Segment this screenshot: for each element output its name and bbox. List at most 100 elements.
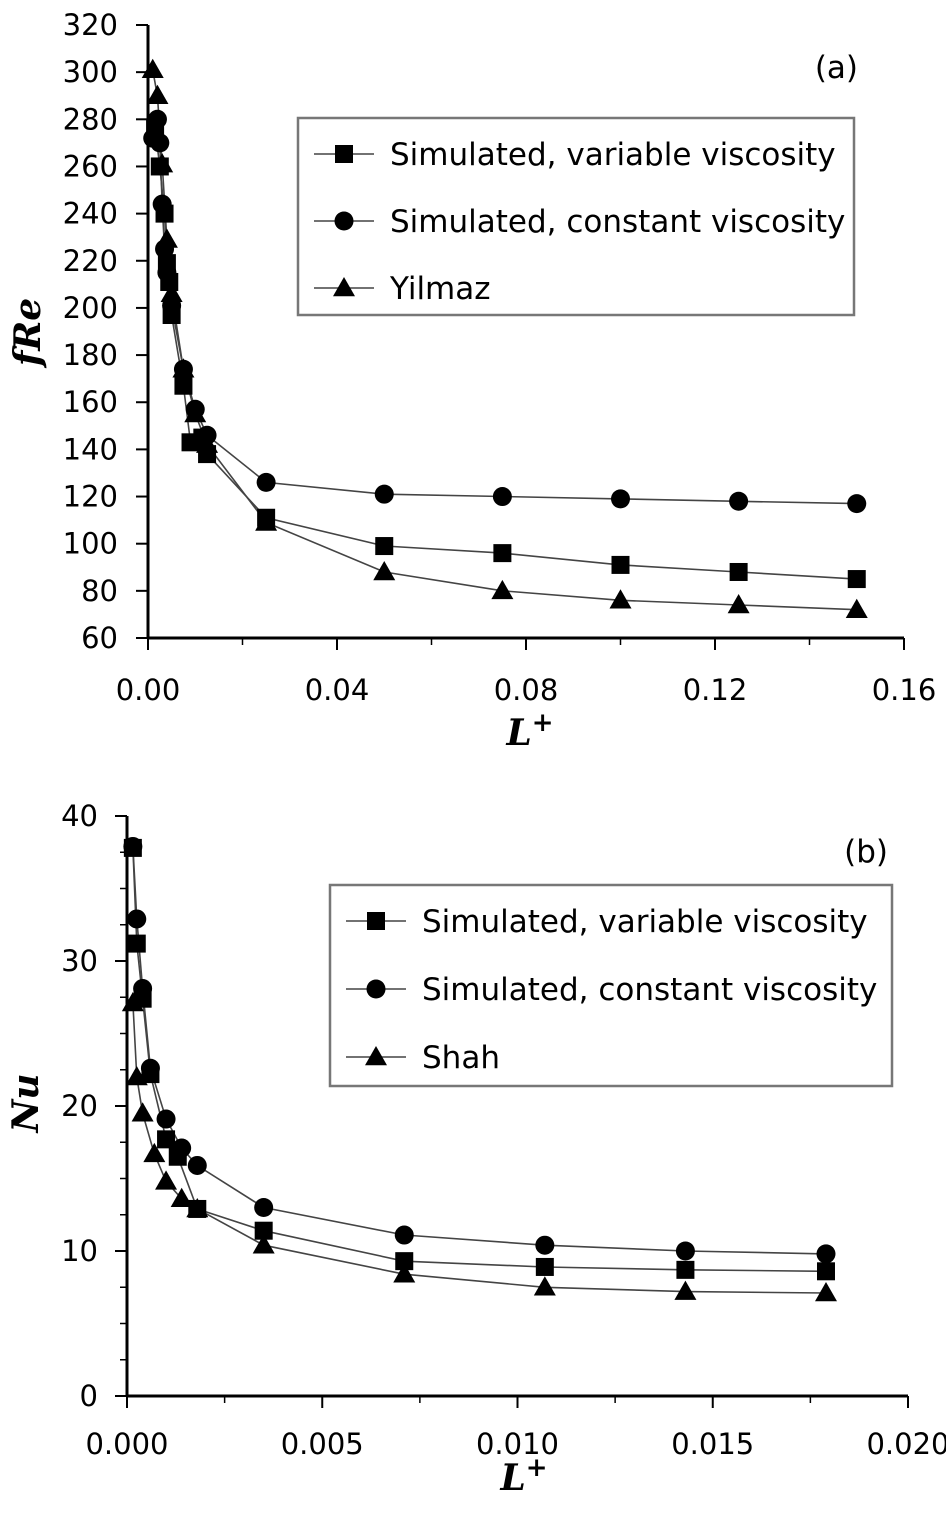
data-point-square (375, 537, 394, 556)
data-point-triangle (393, 1263, 416, 1283)
data-point-triangle (141, 58, 164, 79)
y-tick-label: 240 (63, 197, 118, 231)
data-point-square (847, 570, 866, 589)
data-point-circle (187, 1155, 207, 1175)
data-point-triangle (155, 228, 178, 248)
data-point-circle (816, 1244, 836, 1264)
data-point-triangle (196, 433, 219, 453)
y-tick-label: 40 (61, 799, 98, 833)
data-point-square (729, 562, 748, 581)
legend-marker-square (367, 912, 385, 930)
y-axis-title: Nu (5, 1073, 47, 1133)
data-point-triangle (143, 1142, 166, 1163)
x-tick-label: 0.12 (683, 673, 748, 707)
data-point-circle (729, 491, 749, 511)
data-point-circle (535, 1235, 555, 1255)
x-tick-label: 0.00 (116, 673, 181, 707)
y-tick-label: 0 (80, 1379, 98, 1413)
data-point-circle (172, 1138, 192, 1158)
y-tick-label: 200 (63, 291, 118, 325)
data-point-circle (254, 1198, 274, 1217)
data-point-triangle (609, 589, 632, 609)
data-point-square (816, 1262, 835, 1281)
data-point-square (174, 376, 193, 395)
data-point-triangle (131, 1102, 154, 1122)
data-point-circle (156, 1109, 176, 1129)
data-point-square (611, 555, 630, 574)
x-tick-label: 0.16 (872, 673, 937, 707)
data-point-triangle (252, 1234, 275, 1254)
data-point-triangle (674, 1280, 697, 1300)
y-tick-label: 260 (63, 149, 118, 183)
data-point-circle (374, 484, 394, 504)
data-point-circle (150, 133, 170, 153)
data-point-circle (675, 1241, 695, 1261)
data-point-triangle (155, 1170, 178, 1190)
data-point-circle (127, 909, 147, 929)
data-point-square (395, 1252, 414, 1271)
y-tick-label: 120 (63, 480, 118, 514)
data-point-triangle (727, 593, 750, 614)
data-point-triangle (125, 1066, 148, 1086)
legend-box (296, 116, 856, 317)
panel-label: (b) (844, 834, 888, 870)
x-axis-title: L+ (499, 1453, 547, 1499)
legend-marker-triangle (333, 277, 355, 297)
data-point-triangle (186, 1197, 209, 1218)
data-point-circle (611, 489, 630, 509)
data-point-triangle (814, 1282, 837, 1302)
x-tick-label: 0.015 (671, 1427, 754, 1461)
x-tick-label: 0.005 (281, 1427, 364, 1461)
data-point-triangle (184, 403, 207, 423)
data-point-triangle (146, 84, 169, 104)
data-point-circle (133, 979, 153, 999)
y-tick-label: 80 (81, 574, 118, 608)
data-point-triangle (255, 511, 278, 531)
data-point-triangle (845, 598, 868, 618)
data-point-triangle (151, 153, 174, 173)
x-tick-label: 0.08 (494, 673, 559, 707)
legend-label: Simulated, variable viscosity (422, 904, 868, 940)
y-tick-label: 60 (81, 621, 118, 655)
legend-box (328, 883, 894, 1088)
y-tick-label: 140 (63, 432, 118, 466)
y-tick-label: 20 (61, 1089, 98, 1123)
data-point-square (535, 1257, 554, 1276)
legend-label: Yilmaz (389, 271, 491, 307)
y-tick-label: 10 (61, 1234, 98, 1268)
y-tick-label: 220 (63, 244, 118, 278)
data-point-triangle (170, 1187, 193, 1208)
data-point-circle (157, 263, 177, 283)
chart-panel-a: 0.00 0.04 0.08 0.12 0.16 60 80 100 120 140 160 180 2… (7, 8, 936, 754)
x-axis-title: L+ (505, 708, 553, 754)
data-point-triangle (373, 560, 396, 581)
data-point-square (127, 934, 146, 953)
legend-marker-square (335, 145, 353, 163)
x-tick-label: 0.020 (866, 1427, 946, 1461)
legend-marker-circle (366, 979, 386, 999)
y-tick-label: 100 (63, 527, 118, 561)
y-tick-label: 30 (61, 944, 98, 978)
data-point-square (493, 544, 512, 563)
data-point-circle (152, 194, 172, 214)
panel-label: (a) (815, 50, 858, 86)
data-point-circle (256, 472, 276, 492)
data-point-circle (140, 1058, 160, 1078)
data-point-square (676, 1260, 695, 1279)
x-tick-label: 0.04 (305, 673, 370, 707)
data-point-triangle (491, 579, 514, 600)
y-tick-label: 280 (63, 102, 118, 136)
data-point-circle (123, 836, 143, 856)
y-tick-label: 300 (63, 55, 118, 89)
legend-label: Simulated, constant viscosity (390, 204, 845, 240)
data-point-square (254, 1221, 273, 1240)
x-tick-label: 0.010 (476, 1427, 559, 1461)
series-line-circle (132, 846, 827, 1255)
y-tick-label: 320 (63, 8, 118, 42)
legend-label: Simulated, constant viscosity (422, 972, 877, 1008)
legend-marker-triangle (365, 1046, 387, 1066)
data-point-triangle (172, 358, 195, 378)
data-point-triangle (160, 282, 183, 303)
legend-label: Simulated, variable viscosity (390, 137, 836, 173)
